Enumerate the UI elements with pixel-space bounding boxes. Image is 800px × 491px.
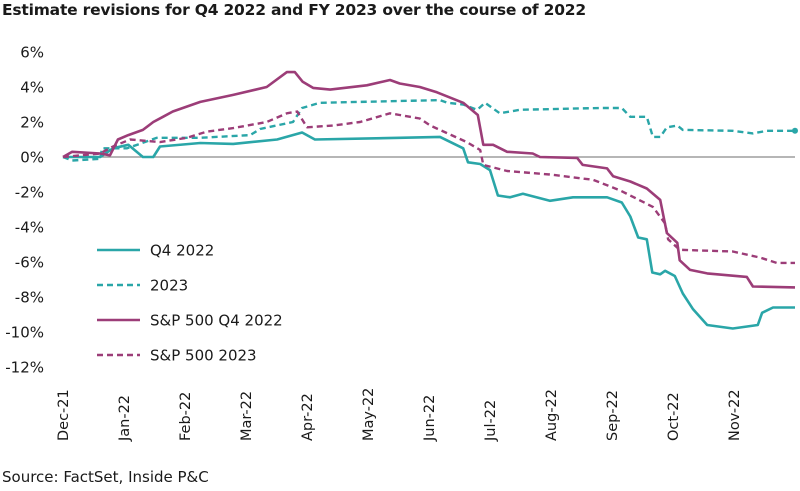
x-axis: Dec-21 Jan-22 Feb-22 Mar-22 Apr-22 May-22 Jun-… (56, 388, 743, 442)
x-tick-label: Mar-22 (239, 391, 255, 441)
y-tick-label: -10% (5, 324, 44, 342)
y-tick-label: -8% (15, 289, 44, 307)
series-lines (62, 70, 798, 330)
legend-label: S&P 500 2023 (150, 347, 257, 365)
y-tick-label: 6% (20, 44, 44, 62)
source-note: Source: FactSet, Inside P&C (2, 468, 209, 486)
y-tick-label: -6% (15, 254, 44, 272)
x-tick-label: Nov-22 (727, 389, 743, 441)
legend-label: 2023 (150, 277, 188, 295)
x-tick-label: Jul-22 (483, 400, 499, 442)
y-tick-label: -4% (15, 219, 44, 237)
y-tick-label: -2% (15, 184, 44, 202)
series-line-2023 (62, 98, 795, 162)
y-tick-label: -12% (5, 359, 44, 377)
x-tick-label: Aug-22 (544, 389, 560, 441)
x-tick-label: Dec-21 (56, 389, 72, 441)
legend: Q4 2022 2023 S&P 500 Q4 2022 S&P 500 2023 (97, 242, 283, 365)
y-tick-label: 2% (20, 114, 44, 132)
series-line-q4-2022 (63, 131, 795, 330)
y-tick-label: 4% (20, 79, 44, 97)
x-tick-label: Jan-22 (117, 395, 133, 442)
x-tick-label: Oct-22 (666, 392, 682, 441)
x-tick-label: Sep-22 (605, 390, 621, 441)
x-tick-label: Apr-22 (300, 393, 316, 441)
chart-title: Estimate revisions for Q4 2022 and FY 20… (2, 1, 586, 19)
legend-label: S&P 500 Q4 2022 (150, 312, 283, 330)
y-tick-label: 0% (20, 149, 44, 167)
legend-label: Q4 2022 (150, 242, 214, 260)
series-line-s-p-500-2023 (62, 110, 795, 265)
x-tick-label: Jun-22 (422, 395, 438, 442)
series-end-marker (792, 127, 798, 134)
x-tick-label: Feb-22 (178, 392, 194, 441)
y-axis: 6% 4% 2% 0% -2% -4% -6% -8% -10% -12% (5, 44, 44, 377)
x-tick-label: May-22 (361, 388, 377, 441)
